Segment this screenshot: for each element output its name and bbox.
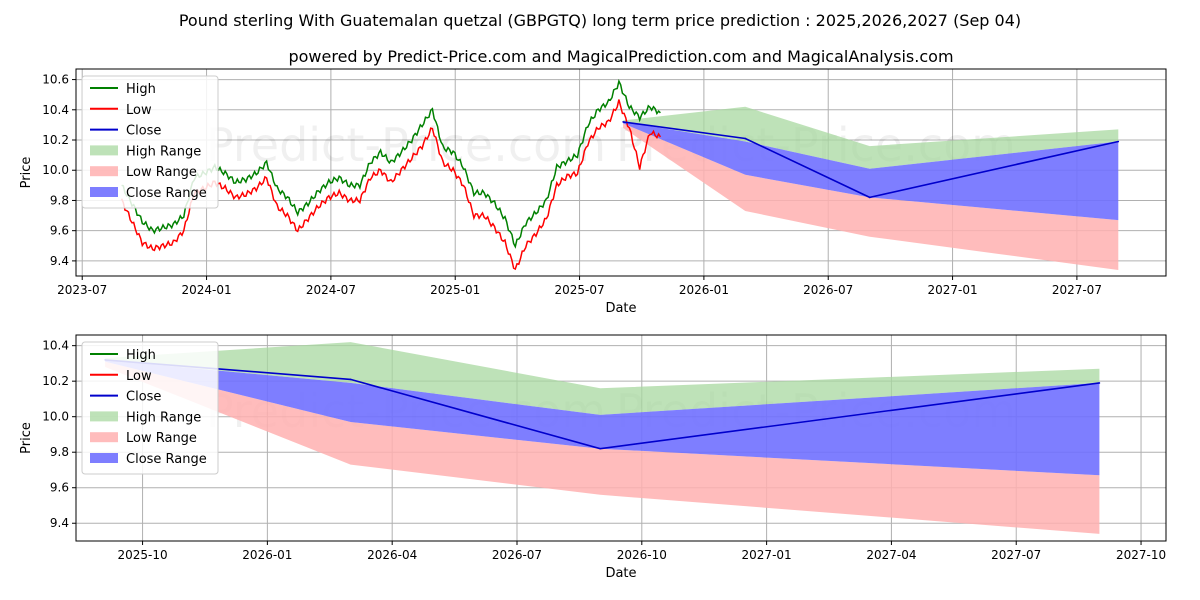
close-range-band — [623, 121, 1119, 221]
x-tick-label: 2024-07 — [306, 283, 356, 297]
x-tick-label: 2025-07 — [554, 283, 604, 297]
legend-label: High — [126, 82, 156, 97]
legend-label: High — [126, 348, 156, 363]
y-tick-label: 10.4 — [42, 339, 69, 353]
close-forecast-point — [1098, 382, 1101, 384]
legend-swatch — [90, 432, 118, 443]
y-tick-label: 9.8 — [50, 193, 69, 207]
close-forecast-line — [105, 359, 1100, 450]
close-range-band — [105, 359, 1100, 476]
legend-label: Close — [126, 390, 161, 405]
low-range-band — [623, 123, 1119, 271]
x-tick-label: 2026-01 — [242, 548, 292, 562]
x-axis-label: Date — [605, 301, 636, 316]
x-tick-label: 2026-01 — [679, 283, 729, 297]
x-tick-label: 2024-01 — [181, 283, 231, 297]
chart-subtitle: powered by Predict-Price.com and Magical… — [288, 47, 953, 66]
low-range-band — [105, 361, 1100, 534]
legend-label: Close Range — [126, 452, 207, 467]
close-forecast-point — [744, 137, 747, 140]
y-tick-label: 10.0 — [42, 163, 69, 177]
legend-label: High Range — [126, 144, 201, 159]
x-tick-label: 2026-07 — [803, 283, 853, 297]
legend-label: High Range — [126, 410, 201, 425]
y-tick-label: 10.2 — [42, 133, 69, 147]
close-forecast-point — [349, 378, 352, 381]
y-tick-label: 9.6 — [50, 224, 69, 238]
close-forecast-point — [868, 196, 871, 199]
x-axis-label: Date — [605, 566, 636, 581]
close-forecast-point — [599, 447, 601, 450]
overview-chart-panel: 2023-07 2024-01 2024-07 2025-01 2025-07 2026-… — [19, 68, 1167, 316]
x-tick-label: 2026-04 — [367, 548, 417, 562]
close-forecast-line — [622, 121, 1119, 199]
legend-swatch — [90, 166, 118, 177]
y-axis-label: Price — [19, 422, 34, 454]
legend-label: Low Range — [126, 431, 197, 446]
y-tick-label: 10.0 — [42, 410, 69, 424]
legend-swatch — [90, 411, 118, 422]
y-tick-label: 9.8 — [50, 445, 69, 459]
close-forecast-point — [1117, 140, 1120, 143]
plot-frame — [75, 68, 1167, 277]
y-axis-label: Price — [19, 157, 34, 189]
legend-label: Low Range — [126, 165, 197, 180]
high-range-band — [105, 342, 1100, 415]
legend-label: Close Range — [126, 186, 207, 201]
y-tick-label: 10.2 — [42, 374, 69, 388]
x-tick-label: 2027-07 — [991, 548, 1041, 562]
legend-swatch — [90, 145, 118, 156]
x-tick-label: 2023-07 — [57, 283, 107, 297]
x-tick-label: 2025-01 — [430, 283, 480, 297]
legend-swatch — [90, 453, 118, 463]
legend-swatch — [90, 187, 118, 197]
forecast-zoom-chart-panel: 2025-10 2026-01 2026-04 2026-07 2026-10 2027-… — [19, 334, 1167, 581]
y-tick-label: 9.4 — [50, 516, 69, 530]
y-tick-label: 9.4 — [50, 254, 69, 268]
y-tick-label: 10.4 — [42, 103, 69, 117]
x-tick-label: 2026-07 — [492, 548, 542, 562]
x-tick-label: 2027-10 — [1116, 548, 1166, 562]
legend-label: Low — [126, 103, 152, 118]
watermark-text: Predict-Price.com — [206, 118, 606, 172]
x-tick-label: 2027-04 — [866, 548, 916, 562]
legend-label: Low — [126, 369, 152, 384]
y-tick-label: 10.6 — [42, 73, 69, 87]
x-tick-label: 2027-07 — [1052, 283, 1102, 297]
x-tick-label: 2027-01 — [742, 548, 792, 562]
x-tick-label: 2026-10 — [617, 548, 667, 562]
y-tick-label: 9.6 — [50, 481, 69, 495]
legend-label: Close — [126, 124, 161, 139]
close-forecast-point — [622, 121, 624, 123]
high-range-band — [623, 106, 1119, 169]
x-tick-label: 2025-10 — [117, 548, 167, 562]
chart-title: Pound sterling With Guatemalan quetzal (… — [179, 11, 1021, 30]
x-tick-label: 2027-01 — [927, 283, 977, 297]
plot-frame — [75, 334, 1167, 542]
